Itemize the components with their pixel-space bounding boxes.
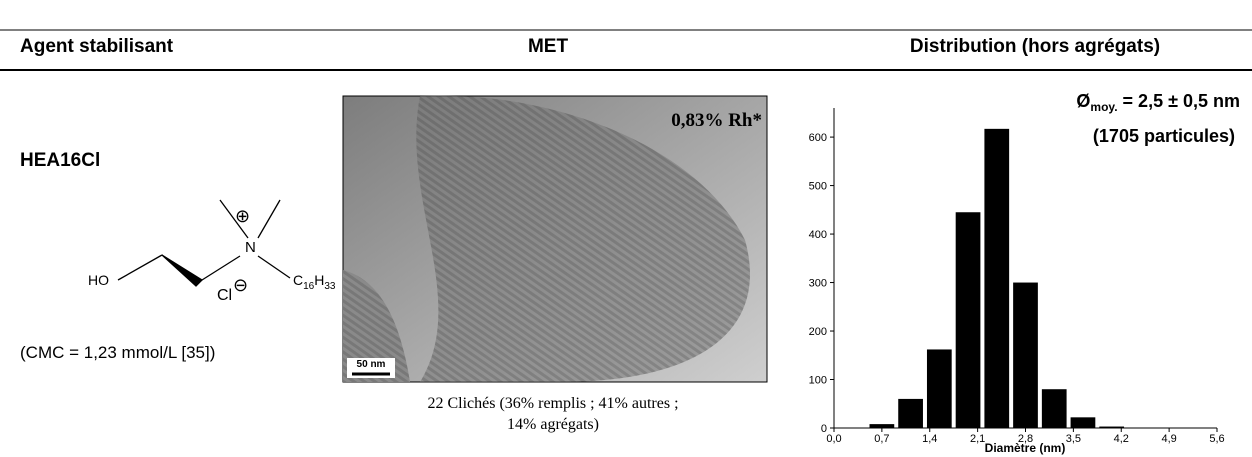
y-tick-label: 400 [809,229,827,241]
atom: H [314,272,324,288]
x-tick-label: 3,5 [1066,433,1081,445]
bar [1070,417,1096,428]
x-tick-label: 5,6 [1209,433,1224,445]
value: = 2,5 ± 0,5 nm [1118,91,1240,111]
charge: ⊖ [233,275,248,295]
x-tick-label: 0,7 [874,433,889,445]
cmc: (CMC = 1,23 mmol/L [35]) [20,343,215,362]
tem-image [342,95,768,383]
header-met: MET [528,36,569,57]
y-tick-label: 300 [809,278,827,290]
annotation-mean: Ømoy. = 2,5 ± 0,5 nm [1076,91,1240,114]
bond [201,255,241,281]
y-tick-label: 200 [809,326,827,338]
tem-label: 0,83% Rh* [671,110,762,131]
bond [219,199,249,239]
bond [257,199,281,239]
x-tick-label: 1,4 [922,433,937,445]
annotation-count: (1705 particules) [1093,126,1235,146]
y-tick-label: 500 [809,181,827,193]
wedge-bond [161,254,204,287]
bar [1041,389,1067,428]
x-tick-label: 2,8 [1018,433,1033,445]
bar [955,212,981,428]
bar [869,424,895,428]
x-tick-label: 4,2 [1114,433,1129,445]
atom-label: Cl [217,287,232,304]
bar [1099,426,1125,428]
atom-label: N [245,239,256,256]
bar [926,349,952,428]
bar [984,128,1010,428]
y-tick-label: 100 [809,375,827,387]
agent-name: HEA16Cl [20,150,100,171]
atom-label: HO [88,272,109,288]
header-agent: Agent stabilisant [20,36,174,57]
header-distribution: Distribution (hors agrégats) [910,36,1160,57]
bar [1013,282,1038,428]
x-axis-label: Diamètre (nm) [985,441,1066,455]
caption: 14% agrégats) [507,416,599,433]
x-tick-label: 2,1 [970,433,985,445]
bond [257,255,291,279]
bond [117,254,163,281]
y-tick-label: 600 [809,132,827,144]
symbol: Ø [1076,91,1090,111]
y-tick-label: 0 [821,423,827,435]
subscript: moy. [1090,100,1117,114]
scale-bar-label: 50 nm [357,359,386,370]
atom-label: C16H33 [293,272,336,292]
charge: ⊕ [235,206,250,226]
subscript: 16 [303,281,315,292]
bar [898,398,923,428]
caption: 22 Clichés (36% remplis ; 41% autres ; [427,395,678,412]
x-tick-label: 0,0 [826,433,841,445]
subscript: 33 [324,281,336,292]
x-tick-label: 4,9 [1161,433,1176,445]
molecule [117,199,291,287]
atom: C [293,272,303,288]
